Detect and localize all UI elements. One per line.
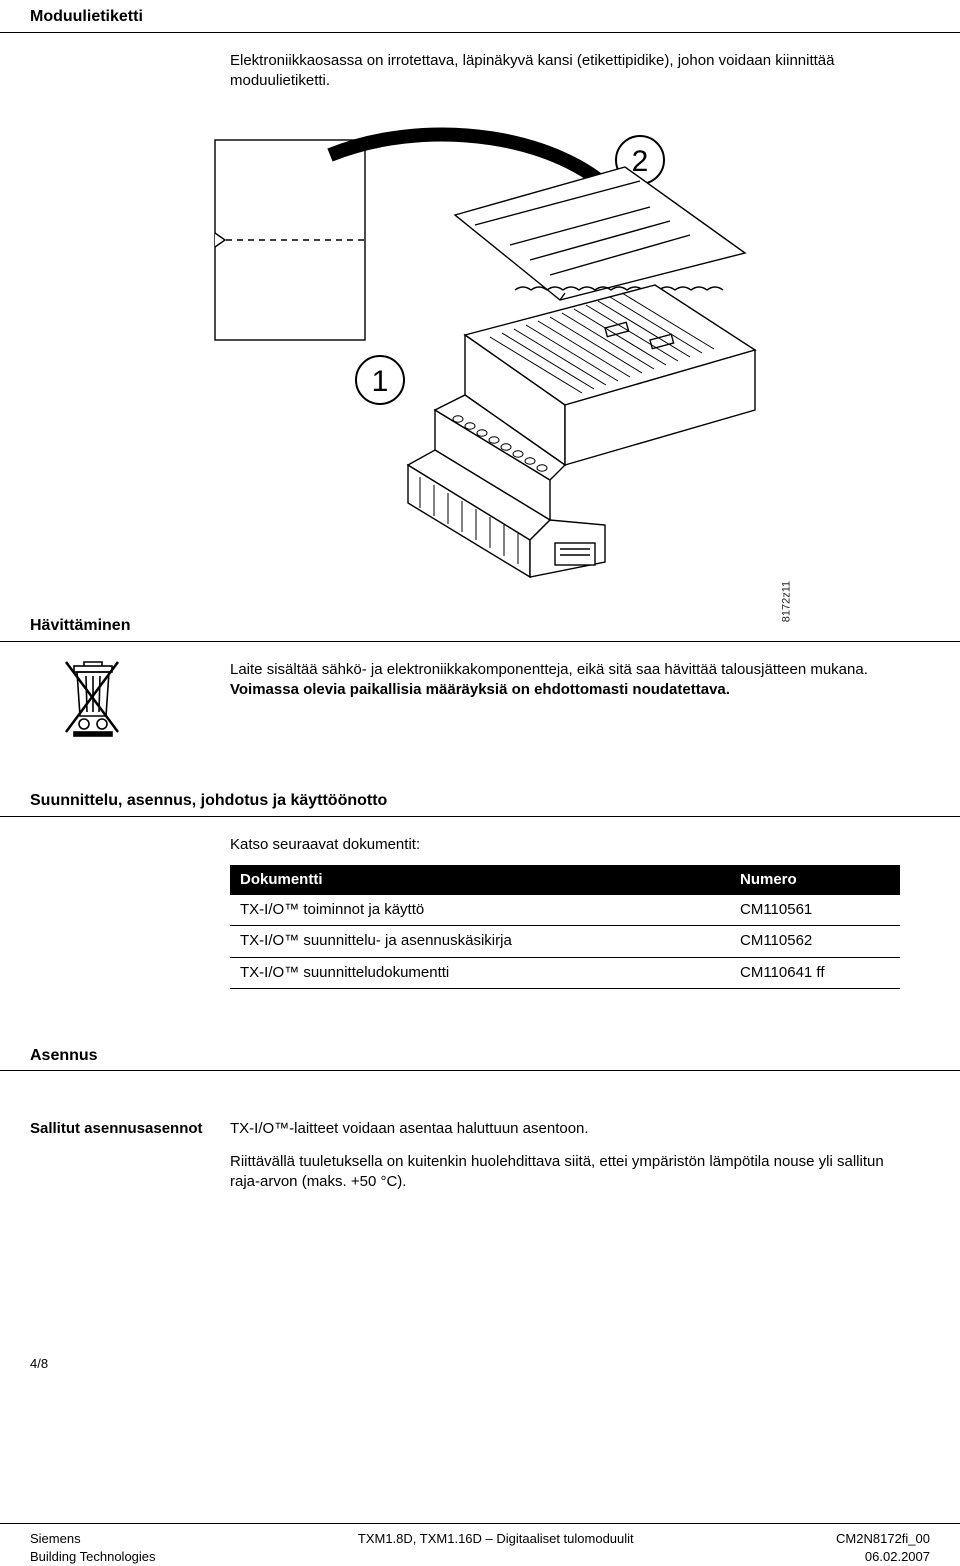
moduuli-text: Elektroniikkaosassa on irrotettava, läpi… <box>230 51 900 92</box>
footer-left-1: Siemens <box>30 1530 156 1548</box>
footer-center: TXM1.8D, TXM1.16D – Digitaaliset tulomod… <box>156 1530 837 1548</box>
svg-text:1: 1 <box>372 365 389 398</box>
footer-left-2: Building Technologies <box>30 1548 156 1566</box>
table-row: TX-I/O™ suunnitteludokumentti CM110641 f… <box>230 957 900 988</box>
document-table: Dokumentti Numero TX-I/O™ toiminnot ja k… <box>230 865 900 989</box>
diagram-code: 8172z11 <box>779 581 794 622</box>
footer-right-1: CM2N8172fi_00 <box>836 1530 930 1548</box>
install-p2: Riittävällä tuuletuksella on kuitenkin h… <box>230 1152 900 1193</box>
disposal-text-2: Voimassa olevia paikallisia määräyksiä o… <box>230 680 868 700</box>
page-footer: Siemens Building Technologies TXM1.8D, T… <box>0 1523 960 1566</box>
weee-bin-icon <box>62 660 132 744</box>
section-title-havittaminen: Hävittäminen <box>0 615 960 637</box>
footer-right-2: 06.02.2007 <box>836 1548 930 1566</box>
table-row: TX-I/O™ toiminnot ja käyttö CM110561 <box>230 895 900 926</box>
table-header-doc: Dokumentti <box>230 865 730 895</box>
section-title-suunnittelu: Suunnittelu, asennus, johdotus ja käyttö… <box>0 784 960 817</box>
module-diagram: 1 2 <box>210 125 790 585</box>
suunnittelu-intro: Katso seuraavat dokumentit: <box>230 835 960 855</box>
disposal-text-1: Laite sisältää sähkö- ja elektroniikkako… <box>230 660 868 680</box>
table-row: TX-I/O™ suunnittelu- ja asennuskäsikirja… <box>230 926 900 957</box>
install-p1: TX-I/O™-laitteet voidaan asentaa haluttu… <box>230 1119 900 1139</box>
section-title-moduulietiketti: Moduulietiketti <box>0 0 960 33</box>
table-header-num: Numero <box>730 865 900 895</box>
page-number: 4/8 <box>30 1355 960 1373</box>
section-title-asennus: Asennus <box>0 1039 960 1072</box>
install-sublabel: Sallitut asennusasennot <box>30 1119 230 1139</box>
